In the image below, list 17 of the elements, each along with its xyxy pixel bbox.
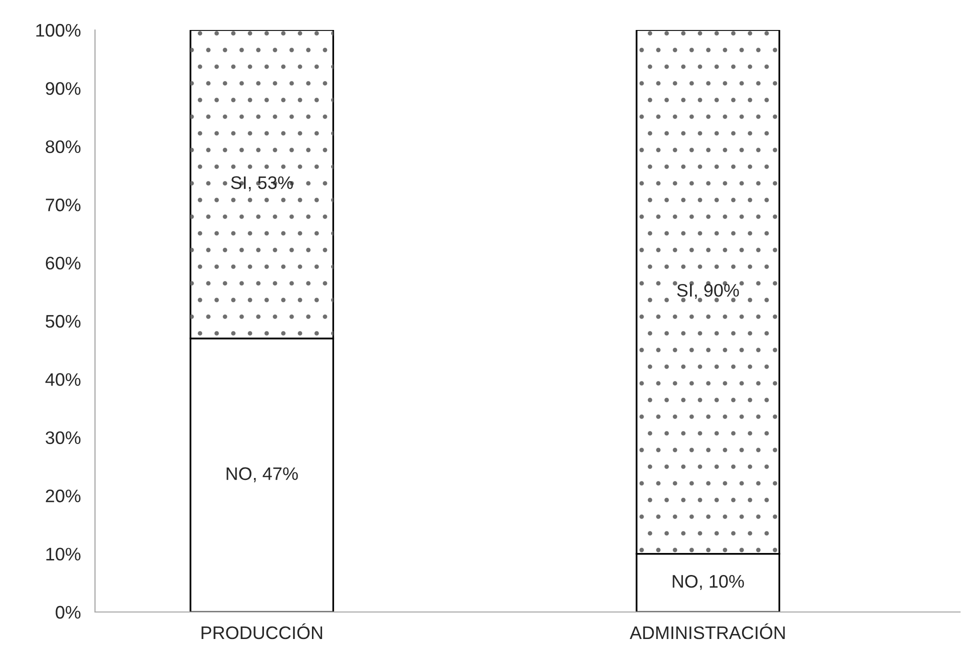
y-tick-label: 30% — [46, 431, 80, 444]
data-label: NO, 10% — [672, 574, 744, 590]
data-label: SI, 53% — [231, 176, 293, 192]
data-label: NO, 47% — [226, 467, 298, 482]
x-tick-label: PRODUCCIÓN — [202, 623, 322, 640]
data-label: SI, 90% — [677, 284, 739, 299]
y-tick-label: 60% — [46, 256, 80, 270]
y-tick-label: 70% — [46, 198, 80, 212]
x-tick-label: ADMINISTRACIÓN — [630, 623, 785, 640]
y-tick-label: 10% — [46, 548, 80, 561]
y-tick-label: 50% — [46, 314, 80, 328]
y-tick-label: 40% — [45, 373, 80, 386]
y-tick-label: 100% — [36, 24, 80, 37]
y-tick-label: 20% — [46, 490, 80, 502]
y-tick-label: 90% — [46, 82, 80, 95]
y-tick-label: 80% — [46, 140, 80, 154]
y-tick-label: 0% — [56, 606, 80, 619]
